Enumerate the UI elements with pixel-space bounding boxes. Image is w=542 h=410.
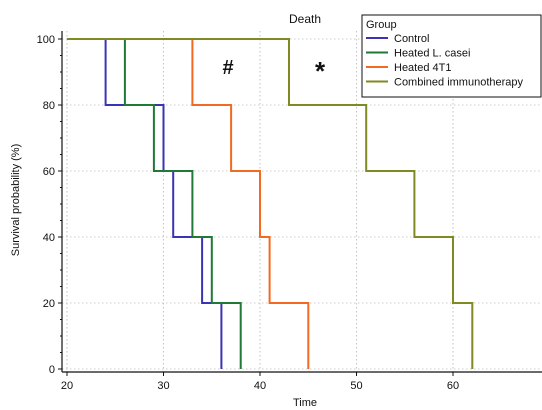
series-line-control (67, 38, 223, 369)
y-tick-label: 60 (43, 166, 55, 178)
series-line-heated-4t1 (191, 39, 310, 369)
legend-items: Control Heated L. casei Heated 4T1 Combined… (366, 33, 524, 89)
legend-entry: Control (394, 33, 429, 45)
x-tick-label: 60 (447, 380, 459, 392)
legend-box (361, 14, 542, 98)
x-tick-label: 40 (254, 380, 266, 392)
axes (61, 31, 542, 373)
x-axis-label: Time (293, 397, 317, 409)
y-tick-label: 20 (43, 298, 55, 310)
tick-labels: 02040608010020304050607 (37, 34, 459, 392)
legend-entry: Heated 4T1 (394, 62, 451, 74)
chart-title: Death (289, 12, 321, 26)
annotation-hash: # (222, 57, 233, 79)
legend-entry: Combined immunotherapy (394, 77, 524, 89)
y-tick-label: 0 (49, 364, 55, 376)
series-line-heated-l-casei (67, 38, 242, 369)
y-tick-label: 80 (43, 100, 55, 112)
x-tick-label: 50 (350, 380, 362, 392)
legend-title: Group (366, 19, 397, 31)
legend-entry: Heated L. casei (394, 48, 470, 60)
y-tick-label: 40 (43, 232, 55, 244)
y-axis-label: Survival probability (%) (10, 144, 22, 256)
series-line-combined-immunotherapy (67, 38, 474, 369)
x-tick-label: 20 (61, 380, 73, 392)
annotation-asterisk: * (315, 56, 326, 86)
x-tick-label: 30 (157, 380, 169, 392)
y-tick-label: 100 (37, 34, 55, 46)
series-lines (67, 38, 474, 369)
